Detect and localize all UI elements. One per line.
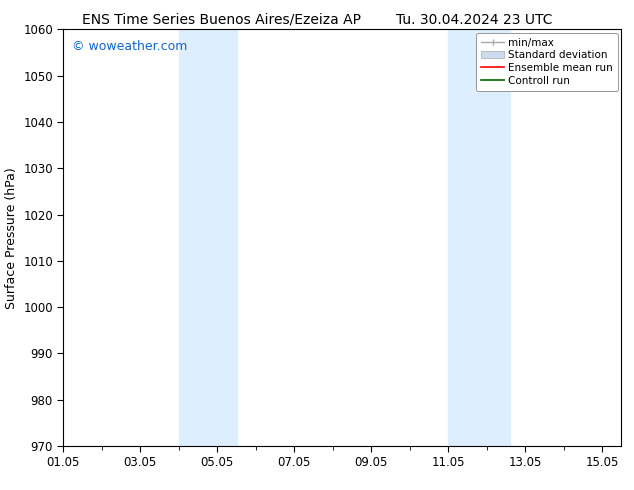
Text: © woweather.com: © woweather.com bbox=[72, 40, 187, 53]
Bar bbox=[179, 29, 236, 446]
Bar bbox=[448, 29, 510, 446]
Legend: min/max, Standard deviation, Ensemble mean run, Controll run: min/max, Standard deviation, Ensemble me… bbox=[476, 32, 618, 91]
Text: ENS Time Series Buenos Aires/Ezeiza AP        Tu. 30.04.2024 23 UTC: ENS Time Series Buenos Aires/Ezeiza AP T… bbox=[82, 12, 552, 26]
Y-axis label: Surface Pressure (hPa): Surface Pressure (hPa) bbox=[4, 167, 18, 309]
